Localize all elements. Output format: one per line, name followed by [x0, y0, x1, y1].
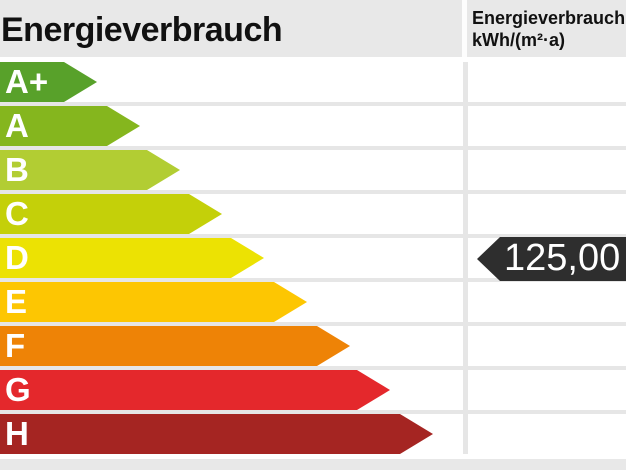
energy-class-arrow: H [0, 414, 433, 454]
energy-class-arrow: B [0, 150, 180, 190]
energy-class-arrow: D [0, 238, 264, 278]
energy-class-arrow: E [0, 282, 307, 322]
energy-class-label: E [5, 283, 28, 320]
scale-row: A [0, 106, 626, 150]
scale-row: G [0, 370, 626, 414]
energy-class-label: B [5, 151, 29, 188]
scale-row: F [0, 326, 626, 370]
value-badge: 125,00 [477, 237, 626, 281]
energy-class-label: A+ [5, 63, 49, 100]
chart-title: Energieverbrauch [1, 11, 283, 49]
energy-class-arrow: C [0, 194, 222, 234]
chart-header [0, 0, 626, 57]
scale-row: C [0, 194, 626, 238]
energy-class-label: H [5, 415, 29, 452]
energy-class-label: G [5, 371, 31, 408]
value-text: 125,00 [504, 237, 621, 279]
scale-row: E [0, 282, 626, 326]
energy-class-label: F [5, 327, 26, 364]
unit-header: Energieverbrauch kWh/(m²·a) [472, 7, 626, 51]
footer-strip [0, 459, 626, 470]
energy-class-label: D [5, 239, 29, 276]
energy-class-arrow: G [0, 370, 390, 410]
energy-class-label: C [5, 195, 29, 232]
column-divider [463, 62, 468, 454]
energy-class-label: A [5, 107, 29, 144]
scale-row: B [0, 150, 626, 194]
header-column-divider [462, 0, 467, 57]
scale-row: H [0, 414, 626, 458]
energy-class-arrow: A [0, 106, 140, 146]
energy-class-arrow: F [0, 326, 350, 366]
scale-rows: A+ A B C D E F G [0, 62, 626, 458]
unit-header-line2: kWh/(m²·a) [472, 30, 565, 50]
scale-row: D [0, 238, 626, 282]
scale-row: A+ [0, 62, 626, 106]
energy-class-arrow: A+ [0, 62, 97, 102]
unit-header-line1: Energieverbrauch [472, 8, 626, 28]
